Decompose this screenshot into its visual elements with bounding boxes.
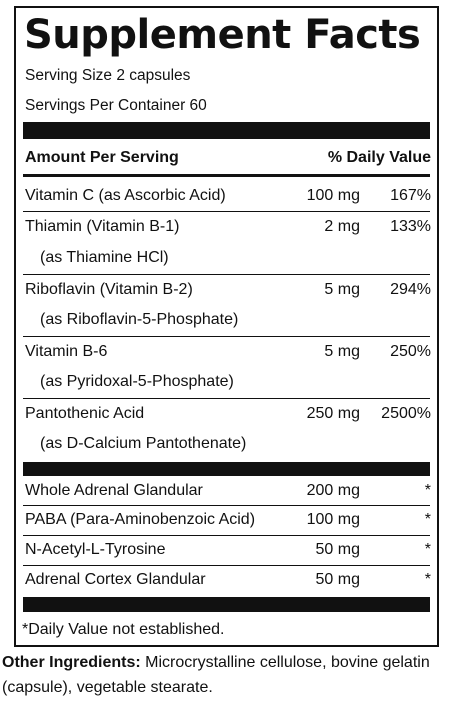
- nutrient-daily-value: 167%: [390, 187, 431, 204]
- nutrient-amount: 5 mg: [324, 343, 360, 360]
- nutrient-name: Thiamin (Vitamin B-1): [25, 218, 180, 235]
- nutrient-source: (as Riboflavin-5-Phosphate): [40, 311, 239, 328]
- nutrient-daily-value: 250%: [390, 343, 431, 360]
- nutrient-source: (as D-Calcium Pantothenate): [40, 435, 247, 452]
- other-ingredients-label: Other Ingredients:: [2, 654, 141, 671]
- nutrient-source: (as Pyridoxal-5-Phosphate): [40, 373, 234, 390]
- row-rule: [23, 336, 430, 337]
- nutrient-amount: 250 mg: [306, 405, 360, 422]
- ingredient-amount: 50 mg: [315, 571, 360, 588]
- row-rule: [23, 274, 430, 275]
- thick-divider-top: [23, 122, 430, 139]
- row-rule: [23, 535, 430, 536]
- ingredient-name: PABA (Para-Aminobenzoic Acid): [25, 511, 256, 528]
- serving-size: Serving Size 2 capsules: [25, 67, 191, 84]
- nutrient-name: Riboflavin (Vitamin B-2): [25, 281, 193, 298]
- nutrient-name: Vitamin B-6: [25, 343, 108, 360]
- ingredient-daily-value: *: [424, 482, 431, 499]
- ingredient-daily-value: *: [424, 511, 431, 528]
- ingredient-name: Adrenal Cortex Glandular: [25, 571, 206, 588]
- ingredient-name: N-Acetyl-L-Tyrosine: [25, 541, 166, 558]
- other-ingredients: Other Ingredients: Microcrystalline cell…: [2, 650, 452, 700]
- nutrient-daily-value: 133%: [390, 218, 431, 235]
- row-rule: [23, 398, 430, 399]
- header-daily-value: % Daily Value: [327, 149, 431, 166]
- row-rule: [23, 211, 430, 212]
- header-rule: [23, 174, 430, 177]
- header-amount-per-serving: Amount Per Serving: [25, 149, 179, 166]
- nutrient-name: Pantothenic Acid: [25, 405, 145, 422]
- ingredient-daily-value: *: [424, 541, 431, 558]
- nutrient-amount: 100 mg: [306, 187, 360, 204]
- ingredient-amount: 100 mg: [306, 511, 360, 528]
- servings-per-container: Servings Per Container 60: [25, 97, 207, 114]
- footnote: *Daily Value not established.: [22, 621, 225, 638]
- nutrient-amount: 5 mg: [324, 281, 360, 298]
- nutrient-name: Vitamin C (as Ascorbic Acid): [25, 187, 226, 204]
- row-rule: [23, 565, 430, 566]
- supplement-facts-panel: Supplement Facts Serving Size 2 capsules…: [14, 6, 439, 647]
- nutrient-daily-value: 2500%: [381, 405, 431, 422]
- ingredient-daily-value: *: [424, 571, 431, 588]
- nutrient-source: (as Thiamine HCl): [40, 249, 169, 266]
- thick-divider-bottom: [23, 597, 430, 612]
- thick-divider-middle: [23, 462, 430, 476]
- other-ingredients-text: Microcrystalline cellulose, bovine gelat…: [2, 654, 430, 696]
- nutrient-daily-value: 294%: [390, 281, 431, 298]
- ingredient-name: Whole Adrenal Glandular: [25, 482, 203, 499]
- row-rule: [23, 505, 430, 506]
- ingredient-amount: 50 mg: [315, 541, 360, 558]
- panel-title: Supplement Facts: [24, 12, 421, 58]
- ingredient-amount: 200 mg: [306, 482, 360, 499]
- nutrient-amount: 2 mg: [324, 218, 360, 235]
